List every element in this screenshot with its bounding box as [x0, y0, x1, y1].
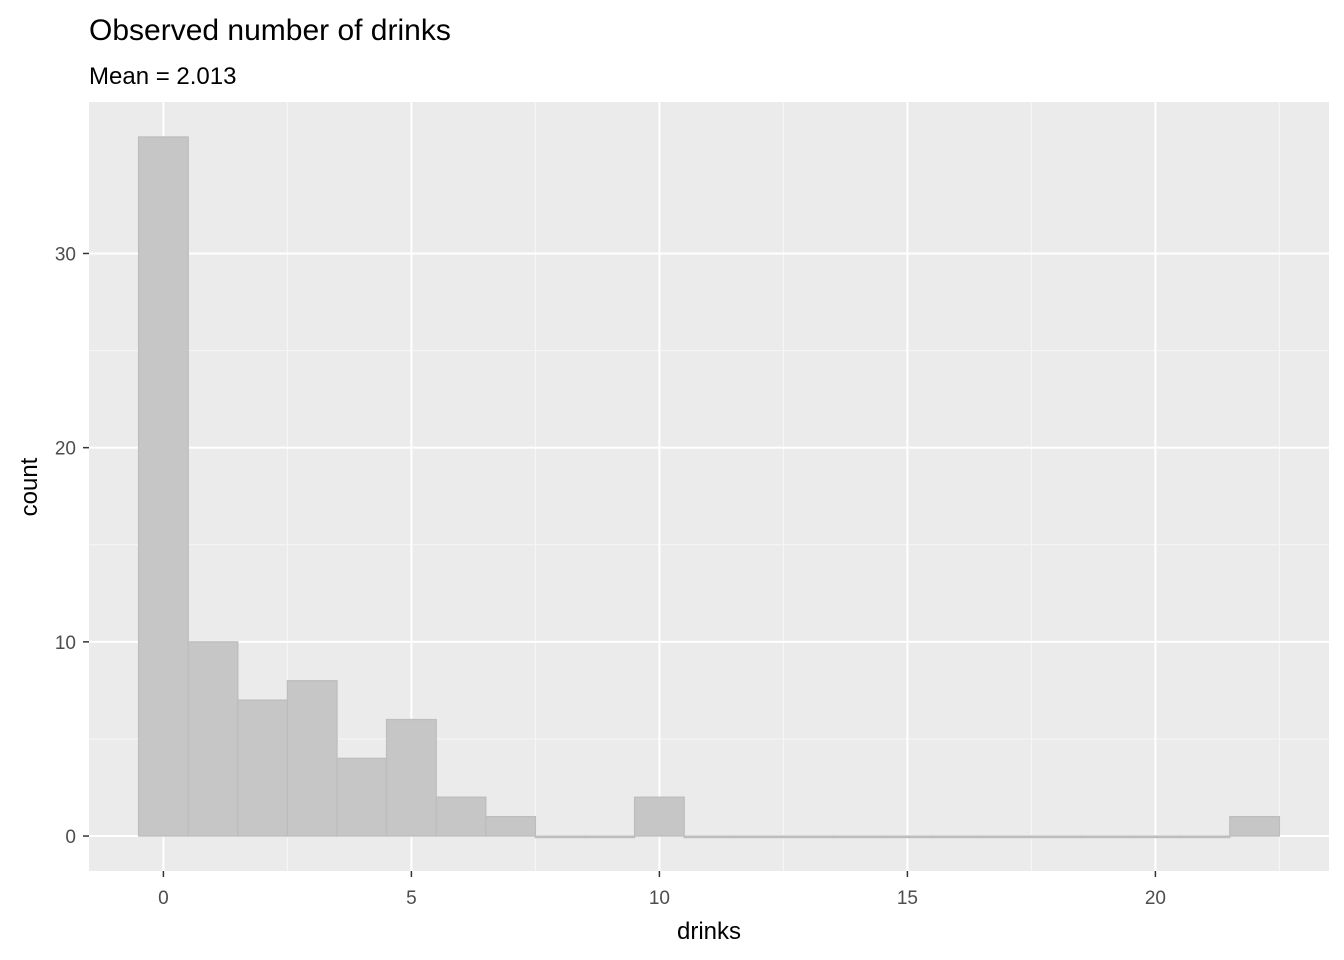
histogram-bar	[385, 718, 437, 837]
histogram-bar	[1129, 835, 1181, 839]
histogram-bar	[733, 835, 785, 839]
x-tick-label: 0	[158, 888, 169, 909]
histogram-bar	[237, 699, 289, 837]
histogram-bar	[1179, 835, 1231, 839]
histogram-bars	[137, 136, 1281, 839]
y-axis-title: count	[16, 457, 43, 516]
histogram-bar	[336, 757, 388, 837]
histogram-bar	[931, 835, 983, 839]
y-axis: 0 10 20 30	[55, 244, 89, 848]
chart-title: Observed number of drinks	[89, 14, 451, 47]
histogram-bar	[286, 680, 338, 837]
x-axis: 0 5 10 15 20	[158, 871, 1166, 909]
y-tick-label: 10	[55, 633, 76, 654]
minor-gridlines	[89, 102, 1329, 871]
x-axis-title: drinks	[677, 918, 741, 945]
histogram-bar	[832, 835, 884, 839]
y-tick-label: 0	[65, 827, 76, 848]
histogram-bar	[1229, 815, 1281, 837]
x-tick-label: 15	[897, 888, 918, 909]
histogram-bar	[881, 835, 933, 839]
x-tick-label: 20	[1145, 888, 1166, 909]
y-tick-label: 30	[55, 244, 76, 265]
histogram-bar	[534, 835, 586, 839]
chart-subtitle: Mean = 2.013	[89, 63, 236, 90]
histogram-bar	[1030, 835, 1082, 839]
histogram-bar	[782, 835, 834, 839]
histogram-bar	[981, 835, 1033, 839]
histogram-bar	[633, 796, 685, 837]
y-tick-label: 20	[55, 439, 76, 460]
histogram-bar	[683, 835, 735, 839]
histogram-bar	[584, 835, 636, 839]
histogram-bar	[485, 815, 537, 837]
histogram-bar	[1080, 835, 1132, 839]
x-tick-label: 10	[649, 888, 670, 909]
histogram-bar	[137, 136, 189, 837]
histogram-bar	[187, 641, 239, 837]
histogram-bar	[435, 796, 487, 837]
x-tick-label: 5	[406, 888, 417, 909]
